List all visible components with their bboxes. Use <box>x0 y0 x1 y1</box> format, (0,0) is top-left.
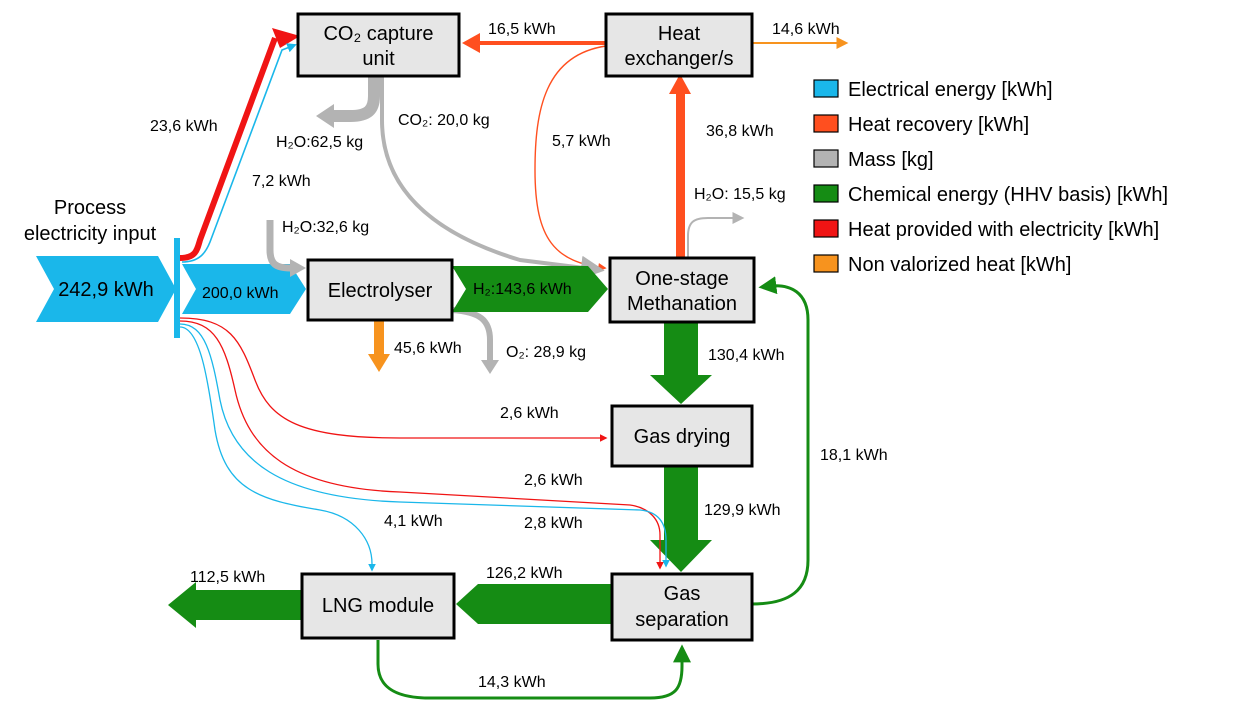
methanation-node: One-stage Methanation <box>608 256 756 324</box>
lng-to-separation-flow <box>376 640 691 700</box>
methanation-to-hx-label: 36,8 kWh <box>706 123 774 140</box>
recycle-label: 18,1 kWh <box>820 447 888 464</box>
elec-to-electrolyser-arrow <box>182 264 306 314</box>
water-electrolyser-label: H₂O:32,6 kg <box>282 219 369 236</box>
elec-to-drying-label: 2,6 kWh <box>500 405 559 422</box>
electrolyser-heat-label: 45,6 kWh <box>394 340 462 357</box>
legend-item-heat-electric: Heat provided with electricity [kWh] <box>813 219 1159 241</box>
legend-item-heat-recovery: Heat recovery [kWh] <box>813 114 1029 136</box>
gas-drying-label: Gas drying <box>634 426 731 448</box>
legend-item-electrical: Electrical energy [kWh] <box>813 79 1053 101</box>
water-electrolyser-flow <box>266 220 291 272</box>
gas-separation-label-1: Gas <box>664 583 701 605</box>
co2-capture-node: CO₂ capture unit <box>296 12 461 78</box>
elec-to-lng-flow <box>179 326 376 572</box>
o2-arrowhead <box>481 360 499 374</box>
heat-exchanger-node: Heat exchanger/s <box>604 12 754 78</box>
legend-swatch-chemical <box>813 184 839 203</box>
elec-to-capture-label: 23,6 kWh <box>150 118 218 135</box>
heat-out-label: 14,6 kWh <box>772 21 840 38</box>
electrolyser-heat-arrowhead <box>368 354 390 372</box>
o2-label: O₂: 28,9 kg <box>506 344 586 361</box>
lng-to-separation-label: 14,3 kWh <box>478 674 546 691</box>
co2-capture-label-1: CO₂ capture <box>323 23 433 45</box>
heat-to-methanation-flow <box>534 45 607 272</box>
methanation-to-drying-label: 130,4 kWh <box>708 347 784 364</box>
electrolyser-label: Electrolyser <box>328 280 433 302</box>
legend-label-chemical: Chemical energy (HHV basis) [kWh] <box>848 184 1168 206</box>
heat-elec-to-capture-flow <box>179 36 278 261</box>
heat-to-methanation-label: 5,7 kWh <box>552 133 611 150</box>
input-title-line1: Process <box>54 197 126 219</box>
water-capture-flow <box>332 76 380 122</box>
heat-exchanger-label-2: exchanger/s <box>625 48 734 70</box>
elec-to-drying-flow <box>179 317 608 442</box>
legend-swatch-electrical <box>813 79 839 98</box>
lng-out-label: 112,5 kWh <box>190 569 265 586</box>
legend-swatch-heat-recovery <box>813 114 839 133</box>
heat-to-capture-arrowhead <box>462 33 480 53</box>
separation-to-lng-label: 126,2 kWh <box>486 565 562 582</box>
drying-to-separation-label: 129,9 kWh <box>704 502 780 519</box>
gas-separation-node: Gas separation <box>610 572 754 642</box>
legend-item-mass: Mass [kg] <box>813 149 934 171</box>
legend: Electrical energy [kWh] Heat recovery [k… <box>813 79 1168 276</box>
water-capture-label: H₂O:62,5 kg <box>276 134 363 151</box>
legend-label-electrical: Electrical energy [kWh] <box>848 79 1053 101</box>
legend-label-mass: Mass [kg] <box>848 149 934 171</box>
heat-to-capture-label: 16,5 kWh <box>488 21 556 38</box>
legend-label-heat-recovery: Heat recovery [kWh] <box>848 114 1029 136</box>
legend-label-heat-electric: Heat provided with electricity [kWh] <box>848 219 1159 241</box>
elec-to-separation-a-label: 2,6 kWh <box>524 472 583 489</box>
lng-module-node: LNG module <box>300 572 456 640</box>
h2-label: H₂:143,6 kWh <box>473 281 572 298</box>
elec-to-lng-label: 4,1 kWh <box>384 513 443 530</box>
elec-to-capture-flow <box>181 43 297 263</box>
legend-swatch-non-valorized <box>813 254 839 273</box>
water-methanation-label: H₂O: 15,5 kg <box>694 186 786 203</box>
input-title-line2: electricity input <box>24 223 157 245</box>
electrolyser-node: Electrolyser <box>306 258 454 322</box>
lng-module-label: LNG module <box>322 595 434 617</box>
co2-capture-label-2: unit <box>362 48 395 70</box>
co2-mass-label: CO₂: 20,0 kg <box>398 112 490 129</box>
heat-exchanger-label-1: Heat <box>658 23 701 45</box>
recycle-flow <box>751 276 810 606</box>
methanation-label-2: Methanation <box>627 293 737 315</box>
input-value: 242,9 kWh <box>58 279 154 301</box>
water-methanation-flow <box>687 212 745 258</box>
legend-item-chemical: Chemical energy (HHV basis) [kWh] <box>813 184 1168 206</box>
water-capture-arrowhead <box>316 104 334 128</box>
gas-separation-label-2: separation <box>635 609 728 631</box>
legend-label-non-valorized: Non valorized heat [kWh] <box>848 254 1071 276</box>
h2-flow-arrow <box>452 266 608 312</box>
electricity-split-bar <box>174 238 180 338</box>
heat-elec-to-capture-arrowhead <box>272 28 300 48</box>
methanation-to-hx-arrowhead <box>669 74 691 94</box>
elec-to-separation-blue-flow <box>179 323 670 568</box>
elec-to-electrolyser-label: 200,0 kWh <box>202 285 278 302</box>
elec-to-separation-red-flow <box>179 320 664 570</box>
lng-out-arrow <box>168 582 302 628</box>
methanation-to-drying-arrow <box>650 322 712 404</box>
gas-drying-node: Gas drying <box>610 404 754 468</box>
electrolyser-heat-flow <box>374 320 384 356</box>
separation-to-lng-arrow <box>456 584 612 624</box>
methanation-to-hx-flow <box>676 92 685 259</box>
legend-item-non-valorized: Non valorized heat [kWh] <box>813 254 1071 276</box>
methanation-label-1: One-stage <box>635 268 728 290</box>
co2-mass-flow <box>380 76 605 280</box>
legend-swatch-heat-electric <box>813 219 839 238</box>
water-electrolyser-arrowhead <box>290 259 306 277</box>
heat-elec-to-capture-label: 7,2 kWh <box>252 173 311 190</box>
legend-swatch-mass <box>813 149 839 168</box>
input-electricity-arrow <box>36 256 176 322</box>
elec-to-separation-b-label: 2,8 kWh <box>524 515 583 532</box>
